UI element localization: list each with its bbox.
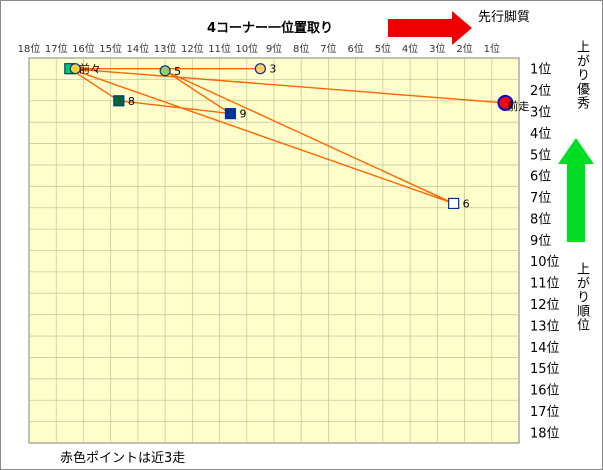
data-point-label: 6 bbox=[463, 197, 470, 210]
arrow-right-label: 先行脚質 bbox=[478, 9, 530, 25]
x-tick-label: 12位 bbox=[181, 42, 204, 55]
y-tick-label: 13位 bbox=[530, 319, 560, 334]
data-point-label: 8 bbox=[128, 95, 135, 108]
x-tick-label: 1位 bbox=[484, 42, 500, 55]
y-tick-label: 3位 bbox=[530, 105, 551, 120]
y-tick-label: 6位 bbox=[530, 170, 551, 185]
data-point bbox=[224, 108, 237, 120]
arrow-up-label: 上がり優秀 bbox=[574, 40, 589, 110]
x-tick-label: 7位 bbox=[320, 42, 336, 55]
y-tick-label: 2位 bbox=[530, 84, 551, 99]
x-tick-label: 17位 bbox=[45, 42, 68, 55]
y-side-label: 上がり順位 bbox=[574, 262, 589, 332]
x-tick-label: 4位 bbox=[402, 42, 418, 55]
x-tick-label: 10位 bbox=[235, 42, 258, 55]
data-point bbox=[497, 94, 514, 111]
x-tick-label: 18位 bbox=[18, 42, 41, 55]
x-tick-label: 11位 bbox=[208, 42, 231, 55]
y-tick-label: 5位 bbox=[530, 148, 551, 163]
chart-title: 4コーナー一位置取り bbox=[207, 20, 333, 36]
x-tick-label: 14位 bbox=[127, 42, 150, 55]
y-tick-label: 11位 bbox=[530, 277, 560, 292]
y-tick-label: 14位 bbox=[530, 341, 560, 356]
data-point bbox=[113, 95, 125, 107]
x-tick-label: 9位 bbox=[266, 42, 282, 55]
data-point-label: 3 bbox=[269, 63, 276, 76]
x-axis-ticks: 18位 17位 16位 15位 14位 13位 12位 11位 10位 9位 8位 7位 6位 5位 4位 3… bbox=[18, 42, 500, 55]
right-arrow: 先行脚質 bbox=[388, 9, 530, 45]
data-point-label: 5 bbox=[174, 65, 181, 78]
y-tick-label: 17位 bbox=[530, 405, 560, 420]
y-tick-label: 10位 bbox=[530, 255, 560, 270]
data-points: 前々 5 3 前走 8 9 6 bbox=[64, 62, 529, 210]
y-tick-label: 1位 bbox=[530, 63, 551, 78]
y-tick-label: 4位 bbox=[530, 127, 551, 142]
data-point-label: 9 bbox=[239, 108, 246, 121]
data-point bbox=[448, 197, 460, 210]
y-tick-label: 8位 bbox=[530, 212, 551, 227]
data-point-label: 前走 bbox=[507, 99, 529, 113]
y-tick-label: 12位 bbox=[530, 298, 560, 313]
data-point bbox=[159, 65, 171, 77]
y-tick-label: 9位 bbox=[530, 234, 551, 249]
y-tick-label: 15位 bbox=[530, 362, 560, 377]
y-tick-label: 7位 bbox=[530, 191, 551, 206]
y-tick-label: 18位 bbox=[530, 426, 560, 441]
data-point bbox=[254, 63, 266, 75]
chart-footnote: 赤色ポイントは近3走 bbox=[60, 450, 185, 466]
x-tick-label: 15位 bbox=[99, 42, 122, 55]
arrow-up-icon bbox=[558, 138, 594, 242]
y-axis-ticks: 1位 2位 3位 4位 5位 6位 7位 8位 9位 10位 11位 12位 13位 14位 15位 16位 1… bbox=[530, 63, 560, 442]
arrow-right-icon bbox=[388, 11, 472, 45]
grid-lines bbox=[29, 58, 519, 443]
x-tick-label: 13位 bbox=[154, 42, 177, 55]
x-tick-label: 3位 bbox=[429, 42, 445, 55]
x-tick-label: 2位 bbox=[456, 42, 472, 55]
y-tick-label: 16位 bbox=[530, 384, 560, 399]
x-tick-label: 8位 bbox=[293, 42, 309, 55]
x-tick-label: 5位 bbox=[375, 42, 391, 55]
x-tick-label: 6位 bbox=[347, 42, 363, 55]
data-point bbox=[69, 63, 81, 75]
x-tick-label: 16位 bbox=[72, 42, 95, 55]
data-point-label: 前々 bbox=[79, 62, 101, 76]
